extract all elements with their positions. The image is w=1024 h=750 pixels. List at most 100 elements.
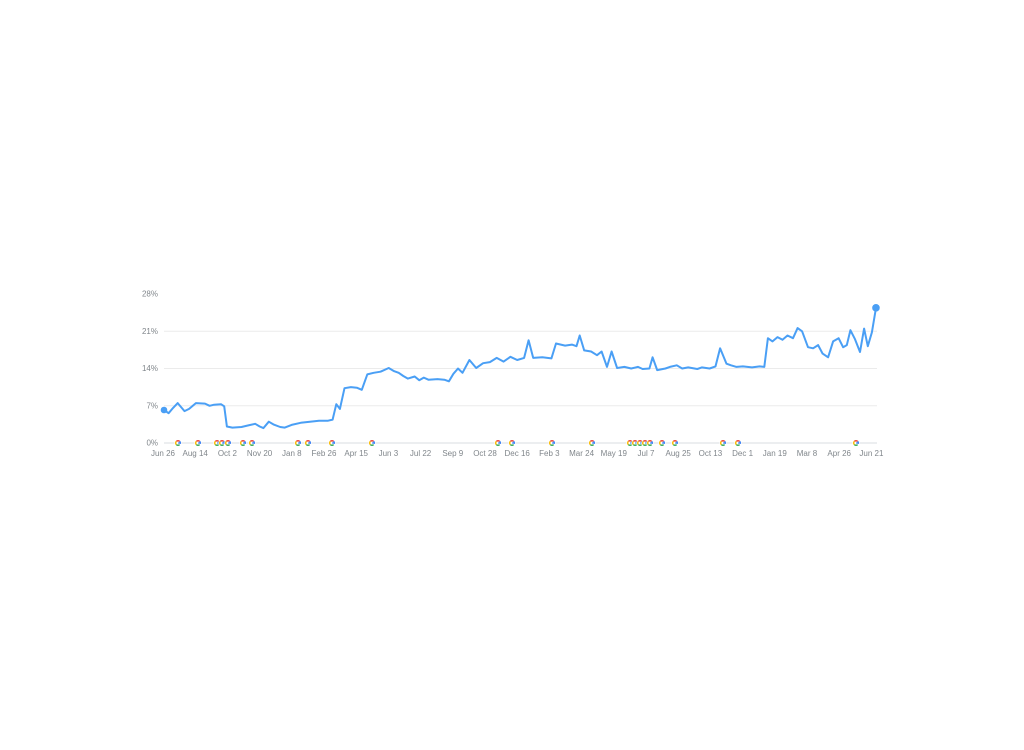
google-g-logo-arc [225,444,231,447]
series-start-dot[interactable] [160,406,168,414]
google-update-marker[interactable] [368,439,376,447]
google-g-logo-arc [368,440,371,446]
google-g-logo-arc [295,444,301,447]
google-g-logo-arc [671,440,674,446]
google-update-marker[interactable] [174,439,182,447]
google-g-logo-arc [734,440,737,446]
google-update-marker[interactable] [548,439,556,447]
y-axis-label: 21% [142,327,158,336]
google-g-logo-arc [249,444,255,447]
google-update-marker[interactable] [239,439,247,447]
google-g-logo-arc [219,439,225,442]
google-update-marker[interactable] [734,439,742,447]
google-update-marker[interactable] [508,439,516,447]
google-g-logo-arc [735,444,741,447]
x-axis-label: Apr 26 [827,449,851,458]
google-g-logo-arc [647,439,653,442]
google-g-logo-arc [735,439,741,442]
x-axis-label: Aug 25 [666,449,692,458]
google-g-logo-arc [329,439,335,442]
x-axis-label: Jun 26 [151,449,176,458]
google-g-logo-arc [240,444,246,447]
google-update-marker[interactable] [719,439,727,447]
google-g-logo-arc [294,440,297,446]
google-update-marker[interactable] [248,439,256,447]
google-g-logo-arc [218,440,221,446]
google-g-logo-arc [195,439,201,442]
google-update-marker[interactable] [671,439,679,447]
x-axis-label: Aug 14 [183,449,209,458]
google-g-logo-arc [295,439,301,442]
google-update-marker[interactable] [294,439,302,447]
google-g-logo-arc [627,439,633,442]
google-update-marker[interactable] [646,439,654,447]
series-end-dot[interactable] [872,304,880,312]
x-axis-label: Oct 28 [473,449,497,458]
x-axis-label: May 19 [601,449,628,458]
google-update-marker[interactable] [494,439,502,447]
x-axis-label: Jun 21 [859,449,884,458]
google-update-marker[interactable] [194,439,202,447]
x-axis-label: Nov 20 [247,449,273,458]
google-g-logo-arc [588,440,591,446]
google-g-logo-arc [672,444,678,447]
x-axis-label: Dec 16 [505,449,531,458]
google-g-logo-arc [642,444,648,447]
google-g-logo-arc [632,444,638,447]
google-g-logo-arc [175,439,181,442]
google-g-logo-arc [636,440,639,446]
google-g-logo-arc [642,439,648,442]
google-update-marker[interactable] [224,439,232,447]
google-g-logo-arc [195,444,201,447]
google-g-logo-arc [647,444,653,447]
google-g-logo-arc [632,439,638,442]
google-g-logo-arc [495,444,501,447]
x-axis-label: Feb 3 [539,449,560,458]
google-g-logo-arc [174,440,177,446]
google-g-logo-arc [646,440,649,446]
google-update-marker[interactable] [588,439,596,447]
y-axis-label: 7% [146,401,158,410]
google-g-logo-arc [637,444,643,447]
y-axis-label: 28% [142,290,158,299]
google-g-logo-arc [328,440,331,446]
google-g-logo-arc [631,440,634,446]
google-g-logo-arc [240,439,246,442]
google-g-logo-arc [509,439,515,442]
google-g-logo-arc [641,440,644,446]
x-axis-label: Jun 3 [379,449,399,458]
google-g-logo-arc [194,440,197,446]
google-g-logo-arc [214,444,220,447]
google-g-logo-arc [495,439,501,442]
series-line[interactable] [163,306,877,430]
google-g-logo-arc [329,444,335,447]
google-g-logo-arc [369,439,375,442]
google-g-logo-arc [659,444,665,447]
x-axis-label: Oct 2 [218,449,238,458]
x-axis-label: Sep 9 [442,449,463,458]
x-axis-label: Apr 15 [344,449,368,458]
google-g-logo-arc [720,444,726,447]
google-g-logo-arc [508,440,511,446]
google-update-marker[interactable] [852,439,860,447]
google-g-logo-arc [249,439,255,442]
google-g-logo-arc [549,444,555,447]
google-update-marker[interactable] [658,439,666,447]
google-g-logo-arc [720,439,726,442]
google-g-logo-arc [239,440,242,446]
google-g-logo-arc [589,444,595,447]
google-g-logo-arc [852,440,855,446]
google-update-marker[interactable] [304,439,312,447]
google-g-logo-arc [658,440,661,446]
google-g-logo-arc [305,444,311,447]
google-g-logo-arc [305,439,311,442]
x-axis-label: Mar 8 [797,449,818,458]
google-g-logo-arc [626,440,629,446]
google-g-logo-arc [853,444,859,447]
x-axis-label: Jan 8 [282,449,302,458]
google-g-logo-arc [224,440,227,446]
y-axis-label: 0% [146,439,158,448]
google-g-logo-arc [304,440,307,446]
y-axis-label: 14% [142,364,158,373]
google-update-marker[interactable] [328,439,336,447]
